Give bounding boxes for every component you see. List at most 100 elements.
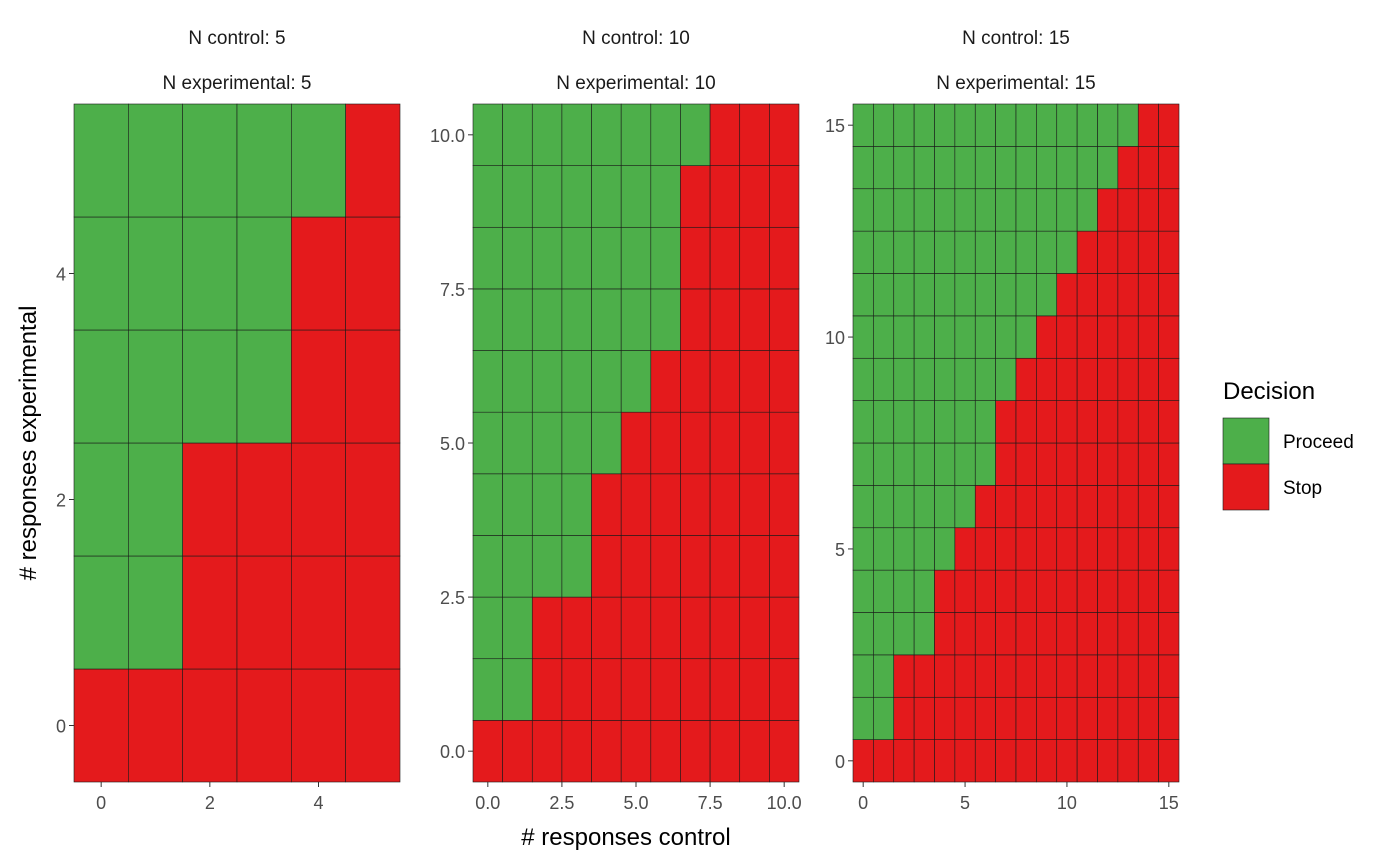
tile-stop [769, 535, 800, 598]
tile-proceed [873, 315, 895, 359]
tile-proceed [502, 411, 533, 475]
tile-stop [934, 569, 956, 613]
tile-stop [1137, 696, 1159, 740]
tile-stop [739, 165, 770, 228]
tile-proceed [128, 442, 183, 557]
tile-proceed [995, 273, 1017, 317]
strip-label-experimental: N experimental: 15 [936, 73, 1095, 94]
tile-proceed [852, 400, 874, 444]
tile-stop [1036, 485, 1058, 529]
tile-proceed [1015, 188, 1037, 232]
tile-stop [1158, 230, 1180, 274]
tile-proceed [913, 188, 935, 232]
tile-stop [995, 612, 1017, 656]
tile-proceed [934, 400, 956, 444]
tile-stop [561, 658, 592, 721]
tile-stop [502, 720, 533, 783]
tile-proceed [502, 658, 533, 721]
tile-proceed [591, 165, 622, 228]
tile-stop [1056, 654, 1078, 698]
tile-proceed [852, 188, 874, 232]
tile-stop [1036, 400, 1058, 444]
tile-stop [954, 654, 976, 698]
tile-stop [974, 569, 996, 613]
y-tick-label: 4 [56, 265, 66, 285]
legend-title: Decision [1223, 378, 1315, 405]
tile-stop [1158, 146, 1180, 190]
tile-stop [236, 442, 292, 557]
tile-stop [1158, 188, 1180, 232]
tile-proceed [934, 273, 956, 317]
legend-key-proceed [1222, 417, 1270, 465]
tile-proceed [934, 357, 956, 401]
tile-proceed [954, 230, 976, 274]
tile-proceed [893, 400, 915, 444]
tile-stop [873, 739, 895, 783]
tile-stop [650, 473, 681, 536]
tile-proceed [1056, 146, 1078, 190]
tile-stop [995, 696, 1017, 740]
tile-proceed [873, 442, 895, 486]
tile-proceed [893, 188, 915, 232]
y-tick-label: 15 [825, 116, 845, 136]
tile-stop [650, 596, 681, 660]
tile-stop [1158, 442, 1180, 486]
tile-stop [1137, 527, 1159, 571]
tile-proceed [934, 188, 956, 232]
tile-stop [913, 739, 935, 783]
tile-stop [1015, 527, 1037, 571]
tile-proceed [472, 473, 503, 536]
tile-proceed [893, 569, 915, 613]
y-tick-label: 7.5 [440, 280, 465, 300]
tile-proceed [974, 103, 996, 147]
tile-proceed [934, 442, 956, 486]
tile-stop [650, 720, 681, 783]
tile-proceed [182, 103, 238, 218]
tile-stop [1137, 103, 1159, 147]
tile-proceed [873, 612, 895, 656]
x-tick-label: 5.0 [623, 793, 648, 813]
tile-proceed [954, 146, 976, 190]
tile-stop [1137, 442, 1159, 486]
tile-stop [1158, 400, 1180, 444]
tile-stop [1137, 569, 1159, 613]
tile-stop [769, 350, 800, 413]
tile-stop [1097, 357, 1119, 401]
tile-stop [739, 411, 770, 475]
tile-proceed [954, 357, 976, 401]
tile-stop [73, 668, 129, 783]
tiles [73, 103, 401, 783]
tile-proceed [1097, 146, 1119, 190]
tile-stop [995, 739, 1017, 783]
tile-stop [1036, 442, 1058, 486]
tile-proceed [680, 103, 711, 166]
tile-stop [852, 739, 874, 783]
tile-proceed [182, 329, 238, 444]
tile-proceed [561, 535, 592, 598]
tile-stop [709, 411, 741, 475]
tile-stop [591, 720, 622, 783]
y-tick-label: 10 [825, 328, 845, 348]
x-tick-label: 10.0 [767, 793, 802, 813]
tile-proceed [620, 288, 652, 351]
tile-stop [472, 720, 503, 783]
tile-proceed [873, 103, 895, 147]
tile-stop [680, 226, 711, 290]
tile-stop [1137, 230, 1159, 274]
tile-stop [709, 165, 741, 228]
tile-stop [1097, 400, 1119, 444]
tile-stop [995, 527, 1017, 571]
y-tick-label: 0 [56, 717, 66, 737]
tile-stop [739, 473, 770, 536]
x-tick-label: 7.5 [698, 793, 723, 813]
tile-proceed [934, 103, 956, 147]
tile-proceed [974, 146, 996, 190]
tile-proceed [502, 288, 533, 351]
x-axis-title: # responses control [521, 824, 730, 851]
tile-stop [1117, 654, 1139, 698]
tile-stop [1117, 230, 1139, 274]
tile-stop [1036, 654, 1058, 698]
tile-stop [620, 411, 652, 475]
tile-proceed [893, 230, 915, 274]
tile-stop [182, 442, 238, 557]
